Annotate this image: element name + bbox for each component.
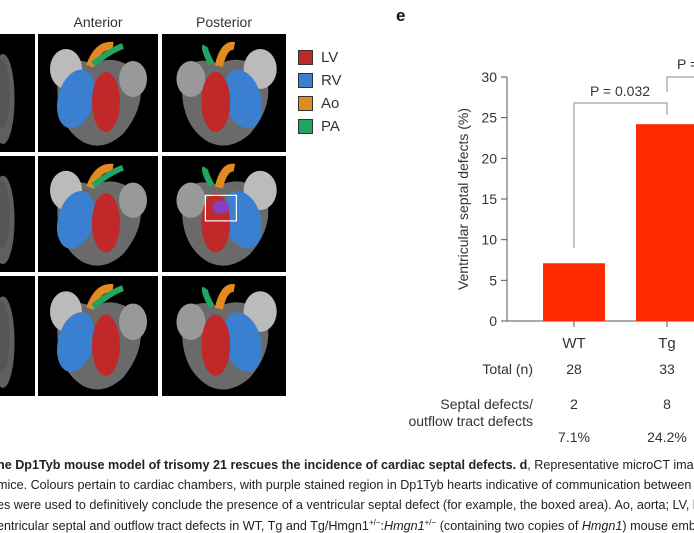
tg-percent: 24.2% — [647, 429, 687, 445]
t: Hmgn1 — [581, 519, 623, 533]
legend-label: LV — [321, 49, 339, 66]
x-tick-label: Tg — [658, 335, 676, 352]
caption-line-1: he Dp1Tyb mouse model of trisomy 21 resc… — [0, 458, 694, 472]
wt-defects: 2 — [570, 396, 578, 412]
rv-swatch — [298, 73, 313, 88]
t: +/− — [368, 518, 381, 527]
y-tick-label: 15 — [481, 191, 497, 207]
legend-item-rv: RV — [298, 72, 342, 89]
microct-panel — [162, 34, 286, 152]
y-tick-label: 5 — [489, 272, 497, 288]
microct-panel — [0, 34, 35, 152]
legend-item-lv: LV — [298, 49, 338, 66]
tg-total: 33 — [659, 361, 675, 377]
legend-item-pa: PA — [298, 118, 340, 135]
microct-panel — [0, 276, 35, 396]
x-tick-label: WT — [562, 335, 585, 352]
panel-label-e: e — [396, 6, 406, 25]
t: entricular septal and outflow tract defe… — [0, 519, 369, 533]
caption-line-3: es were used to definitively conclude th… — [0, 498, 694, 512]
y-tick-label: 30 — [481, 69, 497, 85]
significance-bracket-2 — [666, 76, 694, 92]
tg-defects: 8 — [663, 396, 671, 412]
bar-chart: 0 5 10 15 20 25 30 Ventricular septal defects (… — [455, 56, 694, 352]
wt-total: 28 — [566, 361, 582, 377]
column-header-anterior: Anterior — [73, 14, 123, 30]
p-value-label: P = 0.032 — [590, 83, 650, 99]
caption-text: , Representative microCT imaging r — [527, 458, 694, 472]
caption-title: he Dp1Tyb mouse model of trisomy 21 resc… — [0, 458, 517, 472]
t: ) mouse embr — [622, 519, 694, 533]
microct-panel — [38, 276, 158, 396]
significance-bracket — [573, 102, 668, 248]
microct-panel — [38, 34, 158, 152]
t: (containing two copies of — [436, 519, 582, 533]
t: +/− — [424, 518, 437, 527]
legend-label: PA — [321, 118, 340, 135]
y-axis-label: Ventricular septal defects (%) — [455, 108, 471, 290]
microct-panel — [162, 156, 286, 272]
p-value-label-2: P = — [677, 56, 694, 72]
row-label-defects-2: outflow tract defects — [408, 413, 533, 429]
bar-wt — [543, 263, 605, 321]
y-tick-label: 10 — [481, 232, 497, 248]
pa-swatch — [298, 119, 313, 134]
t: Hmgn1 — [384, 519, 425, 533]
ao-swatch — [298, 96, 313, 111]
microct-panel — [0, 156, 35, 272]
column-header-posterior: Posterior — [195, 14, 253, 30]
y-tick-label: 0 — [489, 313, 497, 329]
microct-panel — [162, 276, 286, 396]
legend-label: RV — [321, 72, 342, 89]
microct-panel — [38, 156, 158, 272]
t: : — [380, 519, 385, 533]
caption-line-2: mice. Colours pertain to cardiac chamber… — [0, 478, 692, 492]
lv-swatch — [298, 50, 313, 65]
row-label-defects: Septal defects/ — [440, 396, 533, 412]
caption-panel-d: d — [516, 458, 528, 472]
row-label-total: Total (n) — [482, 361, 533, 377]
legend-item-ao: Ao — [298, 95, 339, 112]
wt-percent: 7.1% — [558, 429, 590, 445]
legend-label: Ao — [321, 95, 340, 112]
bar-tg — [636, 124, 694, 321]
y-tick-label: 20 — [481, 150, 497, 166]
caption-line-4: entricular septal and outflow tract defe… — [0, 518, 694, 533]
y-tick-label: 25 — [481, 110, 497, 126]
